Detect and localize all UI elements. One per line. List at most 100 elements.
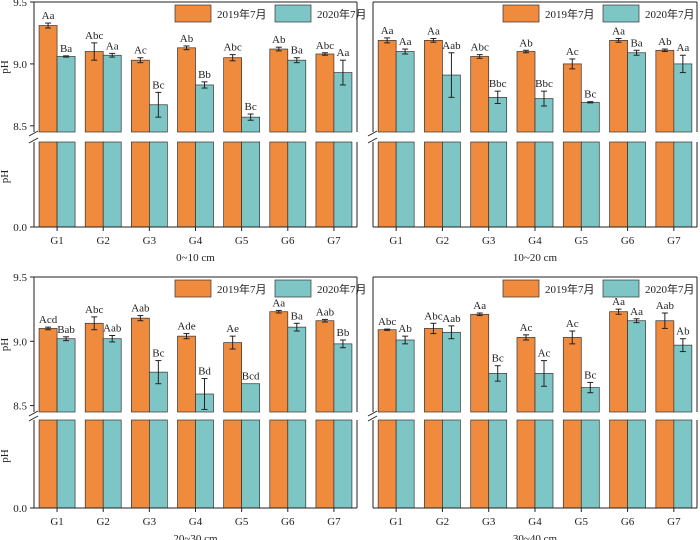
axis-break-gap bbox=[30, 413, 361, 419]
significance-label: Aa bbox=[676, 42, 689, 54]
bar-2020-G2 bbox=[442, 331, 461, 413]
legend-swatch-2020 bbox=[274, 4, 312, 23]
bar-lower-2020-G7 bbox=[673, 419, 693, 509]
bar-lower-2019-G3 bbox=[131, 419, 150, 509]
bar-2020-G6 bbox=[287, 326, 307, 413]
x-tick-label: G1 bbox=[50, 235, 63, 247]
x-tick-label: G4 bbox=[189, 516, 203, 528]
significance-label: Abc bbox=[85, 304, 103, 316]
bar-2019-G7 bbox=[655, 320, 675, 413]
bar-lower-2020-G1 bbox=[56, 141, 76, 228]
bar-lower-2019-G6 bbox=[269, 419, 289, 509]
legend-label-2019: 2019年7月 bbox=[217, 282, 267, 296]
significance-label: Aab bbox=[656, 300, 675, 312]
axis-break-mark bbox=[28, 410, 39, 417]
y-axis-label: pH bbox=[0, 170, 11, 184]
x-tick-label: G2 bbox=[96, 235, 109, 247]
bar-lower-2019-G2 bbox=[84, 419, 104, 509]
bar-2019-G5 bbox=[562, 337, 582, 413]
axis-break-mark bbox=[28, 415, 39, 422]
bar-lower-2020-G5 bbox=[580, 419, 600, 509]
x-tick-label: G3 bbox=[482, 516, 496, 528]
bar-2019-G5 bbox=[223, 342, 242, 413]
bar-lower-2019-G3 bbox=[131, 141, 150, 228]
bar-2019-G4 bbox=[177, 47, 196, 133]
x-tick-label: G3 bbox=[482, 235, 496, 247]
y-tick-label: 8.5 bbox=[13, 121, 27, 133]
bar-lower-2020-G1 bbox=[395, 419, 415, 509]
bar-lower-2020-G6 bbox=[627, 419, 646, 509]
bar-2020-G5 bbox=[580, 101, 600, 133]
x-tick-label: G2 bbox=[436, 516, 449, 528]
bar-2020-G2 bbox=[102, 338, 122, 413]
bar-lower-2019-G4 bbox=[516, 419, 536, 509]
legend-swatch-2019 bbox=[174, 4, 212, 23]
significance-label: Abc bbox=[223, 42, 241, 54]
significance-label: Abc bbox=[85, 30, 103, 42]
significance-label: Ac bbox=[538, 348, 551, 360]
bar-2020-G7 bbox=[673, 344, 693, 413]
bar-2019-G3 bbox=[470, 313, 490, 413]
bar-2020-G7 bbox=[673, 63, 693, 133]
significance-label: Aa bbox=[42, 10, 55, 22]
bar-lower-2020-G3 bbox=[149, 141, 168, 228]
significance-label: Aa bbox=[427, 26, 440, 38]
x-tick-label: G7 bbox=[667, 235, 681, 247]
bar-2019-G6 bbox=[269, 311, 289, 413]
bar-lower-2020-G1 bbox=[56, 419, 76, 509]
legend: 2019年7月 2020年7月 bbox=[174, 279, 367, 298]
bar-lower-2019-G1 bbox=[38, 141, 58, 228]
bar-2020-G1 bbox=[395, 51, 415, 133]
legend-label-2020: 2020年7月 bbox=[645, 282, 695, 296]
x-tick-label: G6 bbox=[281, 235, 295, 247]
significance-label: Ab bbox=[398, 323, 412, 335]
x-tick-label: G7 bbox=[667, 516, 681, 528]
bar-2020-G6 bbox=[627, 52, 646, 133]
bar-2019-G5 bbox=[223, 57, 242, 133]
significance-label: Aa bbox=[630, 306, 643, 318]
bar-lower-2020-G5 bbox=[580, 141, 600, 228]
significance-label: Ab bbox=[272, 34, 286, 46]
significance-label: Ba bbox=[630, 37, 642, 49]
x-tick-label: G3 bbox=[143, 235, 157, 247]
bar-2019-G7 bbox=[315, 53, 335, 133]
bar-2019-G7 bbox=[655, 49, 675, 133]
significance-label: Aab bbox=[316, 306, 335, 318]
legend-swatch-2019 bbox=[502, 4, 540, 23]
bar-2019-G4 bbox=[516, 51, 536, 133]
x-tick-label: G6 bbox=[621, 516, 635, 528]
bar-lower-2020-G7 bbox=[333, 141, 353, 228]
x-tick-label: G7 bbox=[327, 235, 341, 247]
significance-label: Aa bbox=[337, 47, 350, 59]
bar-lower-2019-G7 bbox=[655, 419, 675, 509]
significance-label: Bbc bbox=[535, 78, 553, 90]
significance-label: Bc bbox=[152, 348, 164, 360]
significance-label: Ac bbox=[566, 46, 579, 58]
significance-label: Aa bbox=[612, 296, 625, 308]
legend-label-2019: 2019年7月 bbox=[217, 7, 267, 21]
legend-label-2020: 2020年7月 bbox=[317, 7, 367, 21]
x-tick-label: G5 bbox=[235, 235, 249, 247]
significance-label: Aa bbox=[473, 300, 486, 312]
x-tick-label: G1 bbox=[50, 516, 63, 528]
legend-swatch-2020 bbox=[602, 4, 640, 23]
bar-lower-2019-G7 bbox=[315, 141, 335, 228]
legend: 2019年7月 2020年7月 bbox=[174, 4, 367, 23]
bar-lower-2019-G4 bbox=[516, 141, 536, 228]
y-axis-label: pH bbox=[0, 449, 11, 463]
bar-2020-G7 bbox=[333, 343, 353, 413]
bar-lower-2019-G2 bbox=[84, 141, 104, 228]
bar-lower-2020-G6 bbox=[287, 419, 307, 509]
bar-2019-G7 bbox=[315, 320, 335, 413]
chart-panel-2: AaAaG1AaAabG2AbcBbcG3AbBbcG4AcBcG5AaBaG6… bbox=[367, 1, 700, 264]
bar-2019-G1 bbox=[38, 328, 58, 413]
x-axis-label: 10~20 cm bbox=[513, 252, 558, 264]
y-tick-label: 9.5 bbox=[13, 272, 27, 284]
significance-label: Ac bbox=[134, 45, 147, 57]
legend-label-2019: 2019年7月 bbox=[545, 7, 595, 21]
bar-lower-2020-G2 bbox=[102, 141, 122, 228]
significance-label: Abc bbox=[316, 40, 334, 52]
bar-2020-G1 bbox=[56, 338, 76, 413]
significance-label: Aab bbox=[442, 313, 461, 325]
